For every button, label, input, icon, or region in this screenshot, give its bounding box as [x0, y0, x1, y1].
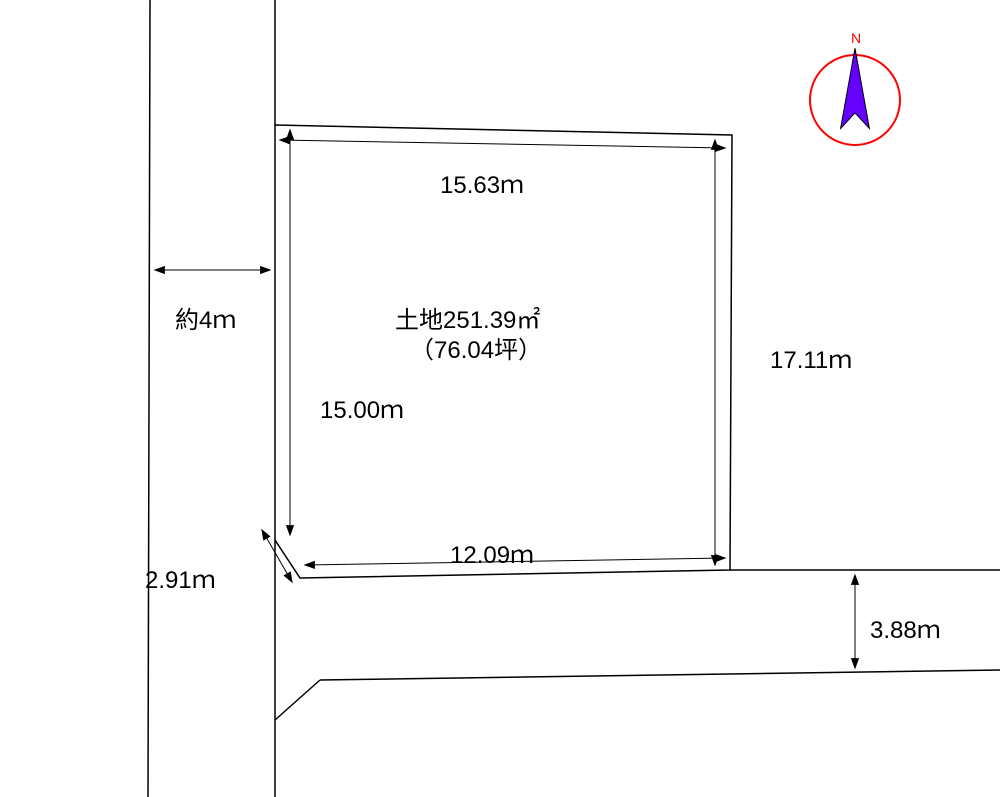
- survey-svg: [0, 0, 1000, 797]
- dim-bottom: 12.09ｍ: [450, 535, 534, 570]
- area-label-1: （76.04坪）: [410, 330, 542, 365]
- dim-road-bottom: 3.88ｍ: [870, 610, 941, 645]
- dim-corner: 2.91ｍ: [145, 560, 216, 595]
- dim-road-left: 約4ｍ: [175, 300, 236, 335]
- compass-n-label: N: [851, 30, 861, 46]
- dim-top: 15.63ｍ: [440, 165, 524, 200]
- dim-right: 17.11ｍ: [770, 340, 852, 375]
- dim-left: 15.00ｍ: [320, 390, 404, 425]
